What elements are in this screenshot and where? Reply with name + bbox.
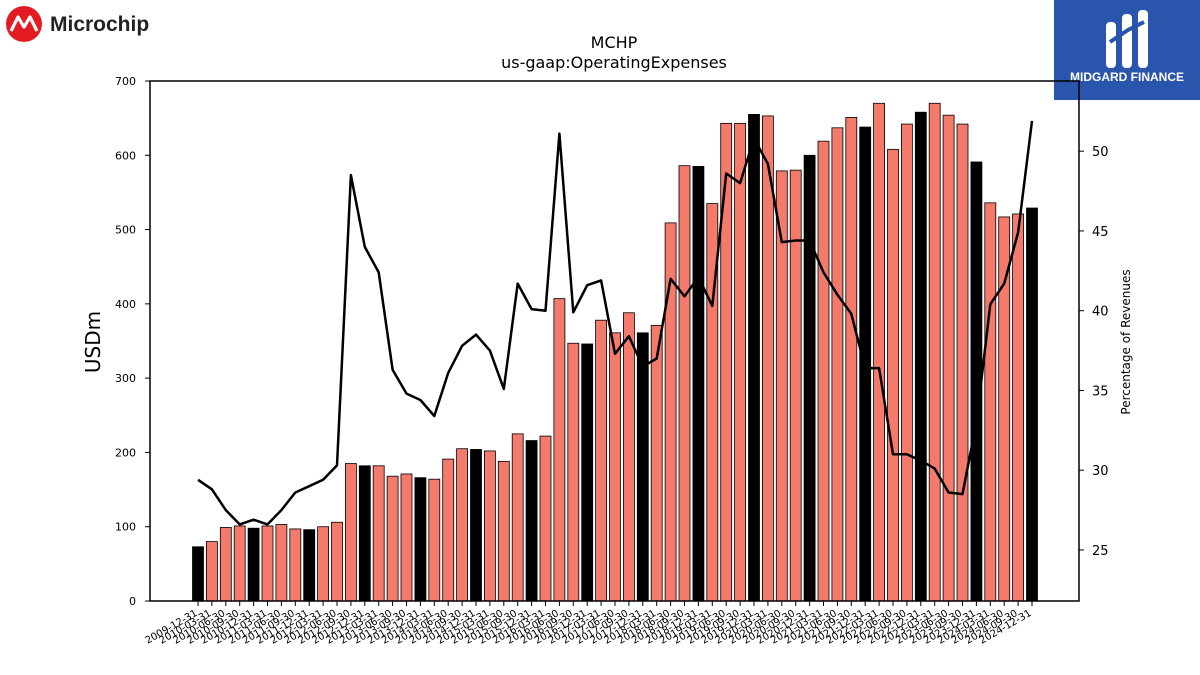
bar <box>456 448 469 602</box>
bar <box>748 114 760 602</box>
y2-tick-label: 30 <box>1092 464 1109 479</box>
y2-tick-label: 45 <box>1092 225 1109 240</box>
bar <box>511 433 524 602</box>
bar <box>678 165 691 602</box>
bar <box>470 449 482 602</box>
bar <box>247 527 260 602</box>
y-tick-label: 300 <box>115 372 136 385</box>
bar <box>734 122 746 602</box>
bar <box>845 117 858 602</box>
bar <box>400 473 413 602</box>
y2-tick-label: 50 <box>1092 145 1109 160</box>
microchip-logo: Microchip <box>4 4 184 44</box>
plot-frame <box>149 80 1080 602</box>
bar <box>317 526 330 602</box>
bar <box>358 465 371 602</box>
bar <box>553 298 566 602</box>
bar <box>331 521 343 602</box>
y-tick-label: 100 <box>115 521 136 534</box>
bar <box>539 435 552 602</box>
bar <box>609 332 621 602</box>
bar <box>219 527 232 602</box>
bar <box>942 114 955 602</box>
bar <box>261 525 274 602</box>
bar <box>233 525 246 602</box>
percentage-line <box>197 120 1034 526</box>
bar <box>803 154 816 602</box>
y-tick-label: 600 <box>115 149 136 162</box>
bar <box>205 541 218 602</box>
bar <box>623 312 635 602</box>
bar <box>289 528 302 602</box>
bar <box>192 546 204 602</box>
y2-tick-label: 40 <box>1092 305 1109 320</box>
y-tick-label: 700 <box>115 75 136 88</box>
bar <box>831 127 844 602</box>
bar <box>928 102 941 602</box>
bar <box>1012 213 1024 602</box>
bar <box>984 202 997 602</box>
plot-area: 01002003004005006007002530354045502009-1… <box>115 75 1109 647</box>
bar <box>887 148 899 602</box>
microchip-wordmark: Microchip <box>50 13 149 36</box>
bar <box>998 216 1011 602</box>
y-axis-label: USDm <box>81 311 105 373</box>
y2-axis-label: Percentage of Revenues <box>1119 269 1133 414</box>
y-tick-label: 500 <box>115 224 136 237</box>
y-tick-label: 400 <box>115 298 136 311</box>
bar <box>956 123 969 602</box>
bar <box>344 463 357 602</box>
bar <box>414 477 427 602</box>
y2-tick-label: 25 <box>1092 544 1109 559</box>
bar <box>303 529 316 602</box>
chart-subtitle: us-gaap:OperatingExpenses <box>501 53 727 72</box>
bar <box>525 440 538 602</box>
y-tick-label: 200 <box>115 446 136 459</box>
y-tick-label: 0 <box>129 595 136 608</box>
bar <box>497 460 510 602</box>
bar <box>483 450 496 602</box>
bar <box>817 140 830 602</box>
bar <box>650 324 663 602</box>
bar <box>720 122 733 602</box>
bar <box>595 319 607 602</box>
y2-tick-label: 35 <box>1092 384 1109 399</box>
bar <box>386 475 399 602</box>
bar <box>567 342 580 602</box>
bar <box>636 332 649 602</box>
bar <box>581 343 594 602</box>
chart-title: MCHP <box>591 33 638 52</box>
bar <box>873 102 885 602</box>
midgard-wordmark: MIDGARD FINANCE <box>1070 70 1184 84</box>
bar <box>428 478 441 602</box>
bar <box>789 169 802 602</box>
bar <box>442 458 455 602</box>
bar <box>275 524 288 602</box>
bar <box>1026 207 1038 602</box>
bar <box>372 465 385 602</box>
bar <box>914 111 927 602</box>
bar <box>901 123 913 602</box>
bar <box>692 166 705 602</box>
